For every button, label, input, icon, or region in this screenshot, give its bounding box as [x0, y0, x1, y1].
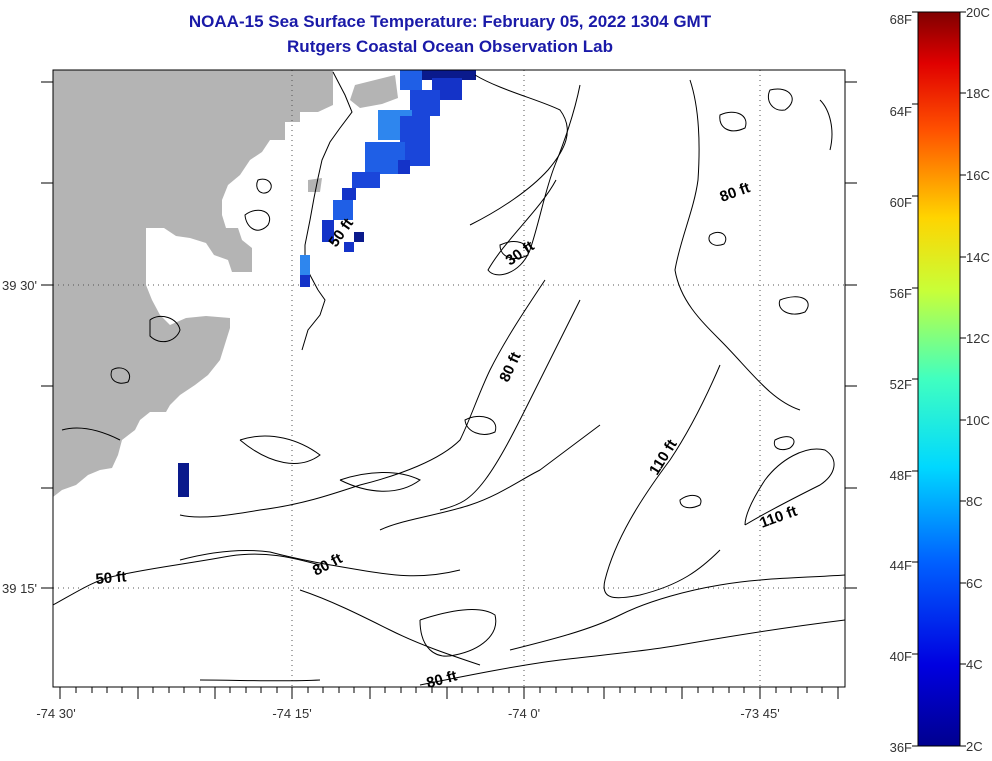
- colorbar-c-label: 16C: [966, 168, 990, 183]
- lat-label: 39 30': [2, 278, 37, 293]
- colorbar-c-label: 18C: [966, 86, 990, 101]
- colorbar-c-label: 8C: [966, 494, 983, 509]
- axis-ticks: [41, 81, 857, 699]
- lon-label: -73 45': [740, 706, 779, 721]
- land-new-jersey: [53, 70, 333, 497]
- colorbar-f-label: 40F: [890, 649, 912, 664]
- lon-label: -74 0': [508, 706, 540, 721]
- bathymetry-contours: [53, 74, 845, 686]
- land-cape: [308, 178, 322, 192]
- minor-ticks: [75, 687, 823, 693]
- map-frame: [52, 69, 846, 688]
- map-title: NOAA-15 Sea Surface Temperature: Februar…: [188, 12, 712, 31]
- colorbar-c-label: 10C: [966, 413, 990, 428]
- contour-label: 80 ft: [425, 667, 459, 691]
- colorbar-ticks: [912, 11, 966, 747]
- graticule: [53, 70, 845, 687]
- colorbar-f-label: 64F: [890, 104, 912, 119]
- colorbar-c-label: 14C: [966, 250, 990, 265]
- lon-label: -74 15': [272, 706, 311, 721]
- colorbar-f-label: 44F: [890, 558, 912, 573]
- colorbar-f-label: 56F: [890, 286, 912, 301]
- land-island: [96, 328, 146, 362]
- colorbar-gradient: [917, 11, 961, 747]
- colorbar-c-label: 20C: [966, 5, 990, 20]
- colorbar: 68F 64F 60F 56F 52F 48F 44F 40F 36F 20C …: [890, 5, 990, 755]
- colorbar-f-label: 36F: [890, 740, 912, 755]
- colorbar-f-label: 68F: [890, 12, 912, 27]
- colorbar-f-label: 60F: [890, 195, 912, 210]
- colorbar-f-label: 52F: [890, 377, 912, 392]
- land-barrier: [350, 75, 398, 108]
- colorbar-c-label: 4C: [966, 657, 983, 672]
- colorbar-f-label: 48F: [890, 468, 912, 483]
- colorbar-c-label: 12C: [966, 331, 990, 346]
- lat-label: 39 15': [2, 581, 37, 596]
- colorbar-c-label: 2C: [966, 739, 983, 754]
- map-subtitle: Rutgers Coastal Ocean Observation Lab: [287, 37, 613, 56]
- colorbar-c-label: 6C: [966, 576, 983, 591]
- sst-pixels: [178, 70, 476, 497]
- contour-label: 50 ft: [95, 568, 127, 588]
- lon-label: -74 30': [36, 706, 75, 721]
